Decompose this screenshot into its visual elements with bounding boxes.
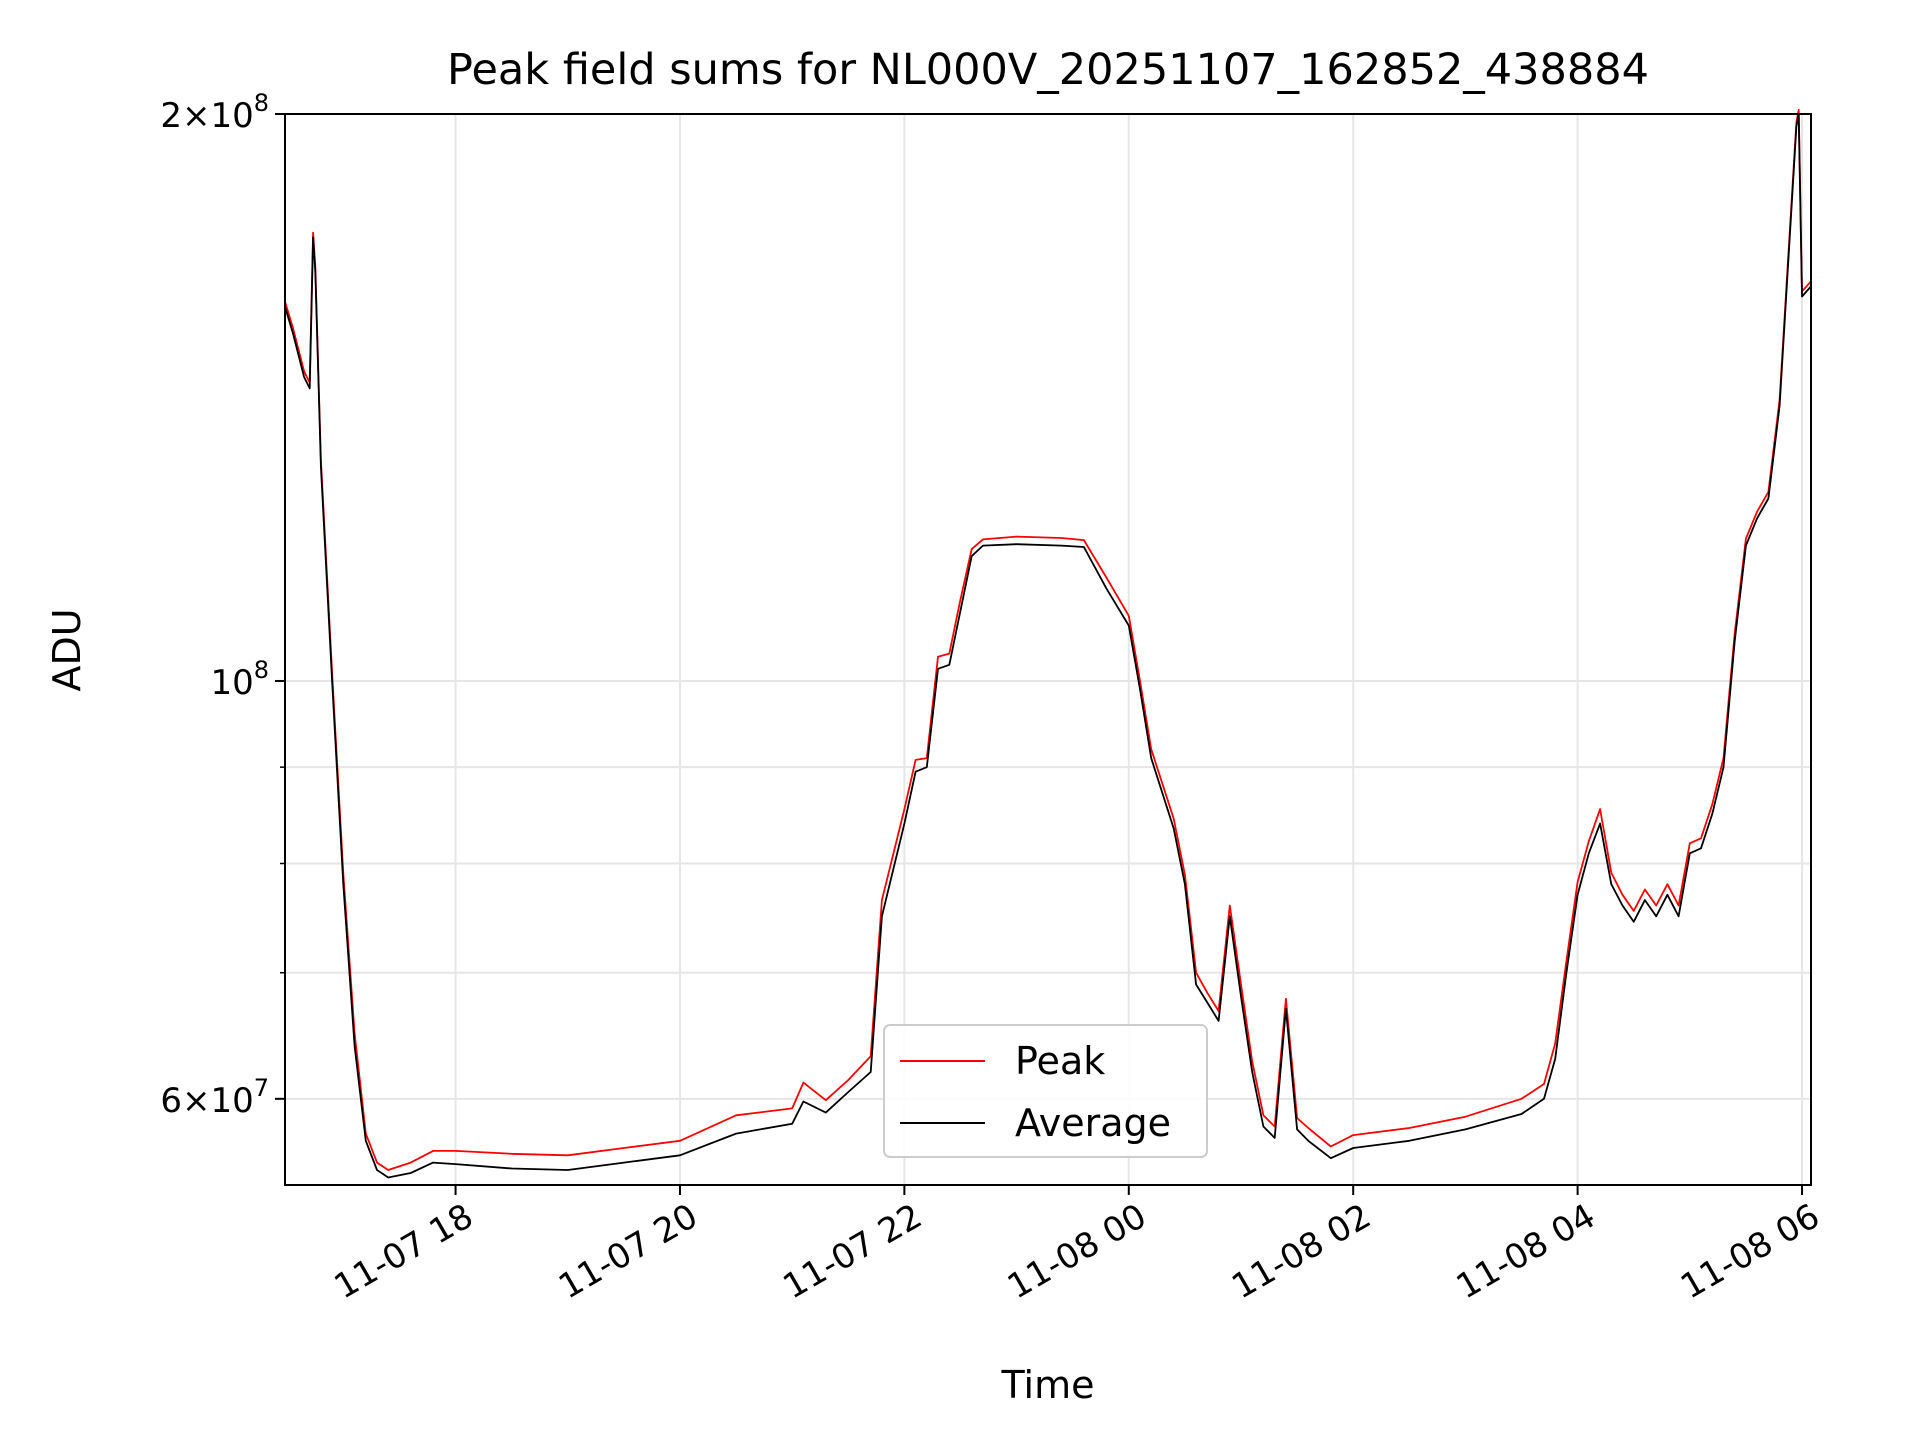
y-tick-label: 6×107 xyxy=(160,1074,269,1121)
series-line-average xyxy=(284,113,1812,1179)
plot-lines xyxy=(284,109,1812,1179)
y-tick-label: 108 xyxy=(210,656,269,703)
y-tick-label: 2×108 xyxy=(160,89,269,136)
legend-label-peak: Peak xyxy=(1015,1039,1105,1083)
plot-frame xyxy=(284,113,1812,1186)
legend: Peak Average xyxy=(883,1024,1208,1158)
y-axis: 6×107 108 2×108 xyxy=(160,89,285,1121)
series-line-peak xyxy=(284,109,1812,1171)
x-axis-label: Time xyxy=(1001,1363,1095,1407)
legend-label-average: Average xyxy=(1015,1101,1171,1145)
chart-title: Peak field sums for NL000V_20251107_1628… xyxy=(447,45,1649,95)
y-axis-label: ADU xyxy=(45,608,89,691)
